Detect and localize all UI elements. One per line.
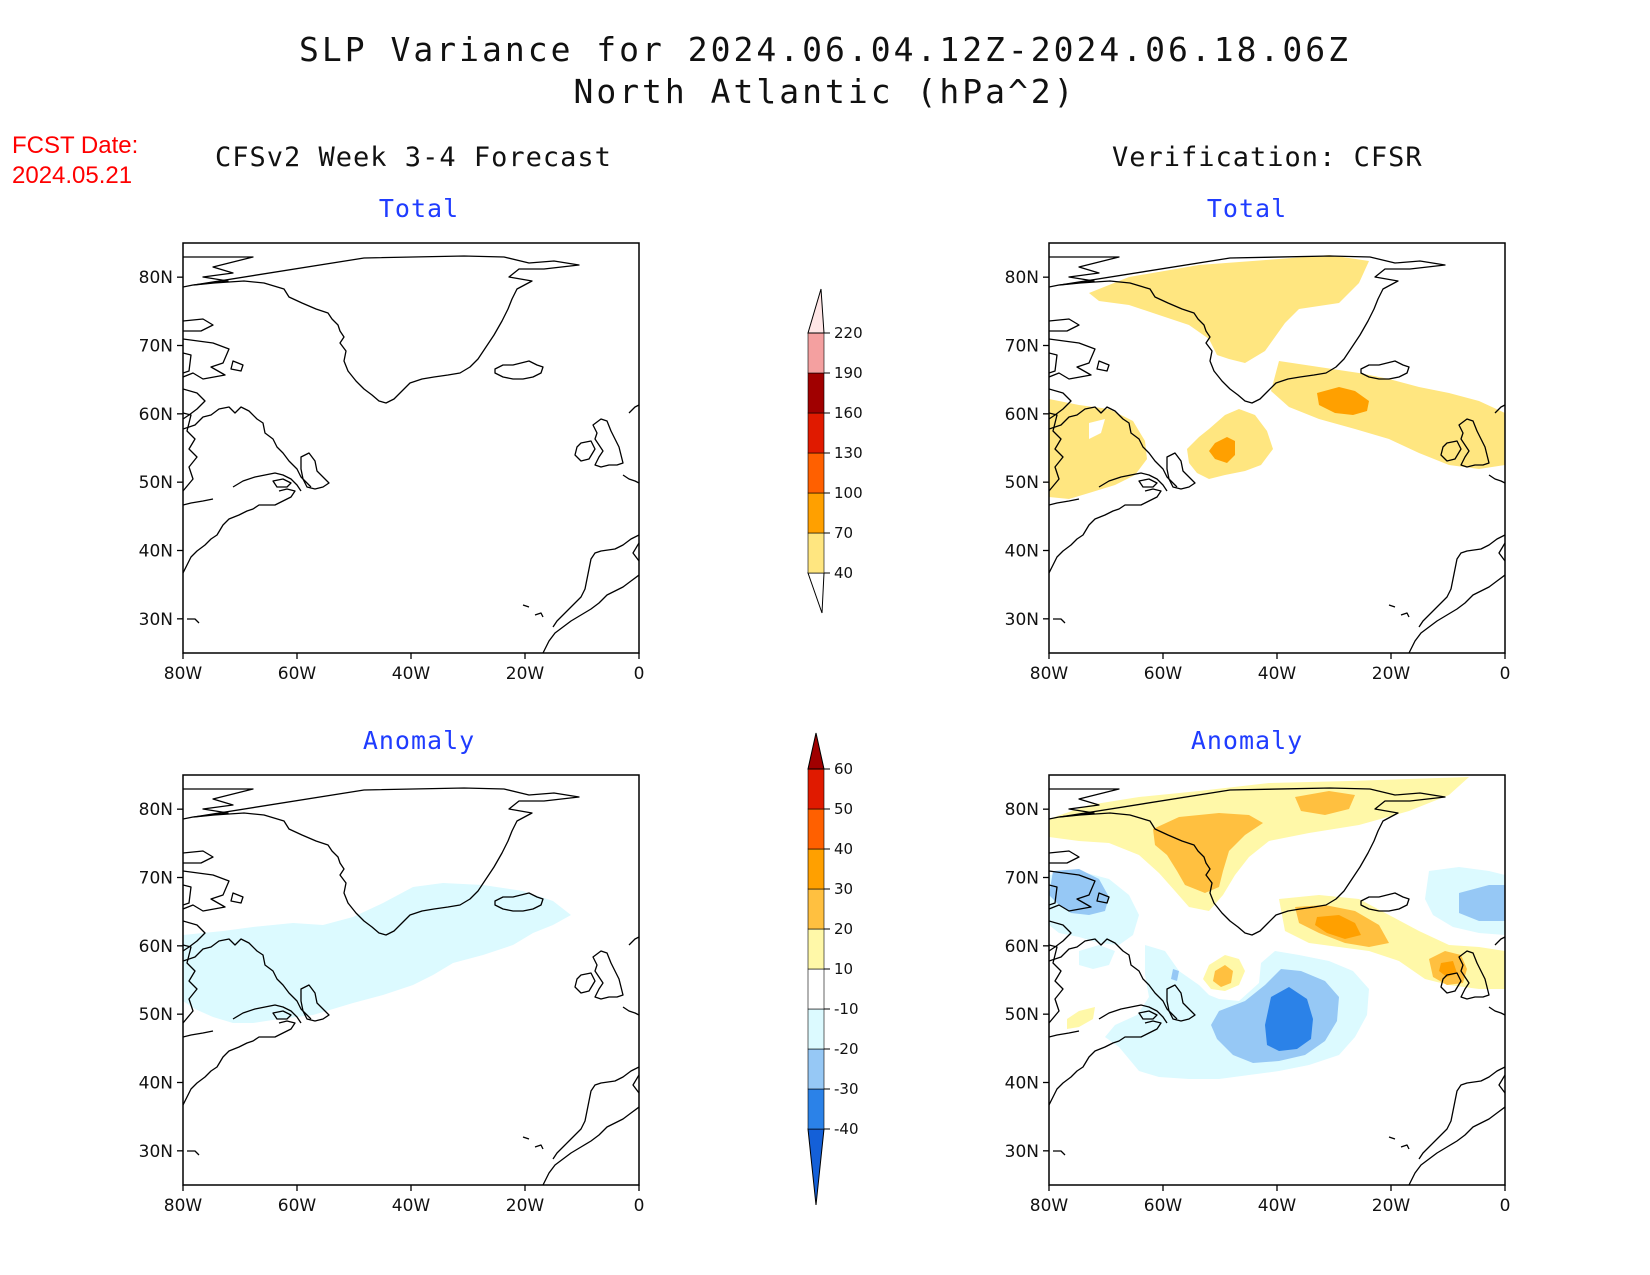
forecast-total-lon-label: 40W: [392, 664, 431, 684]
anomaly-colorbar-label: 10: [834, 960, 853, 978]
total-colorbar-label: 130: [834, 444, 863, 462]
forecast-anomaly-lon-label: 20W: [506, 1196, 545, 1216]
anomaly-colorbar-segment: [807, 1088, 825, 1130]
verification-total-lat-label: 70N: [1005, 337, 1039, 357]
anomaly-colorbar-label: -20: [834, 1040, 859, 1058]
verification-total-lon-label: 40W: [1258, 664, 1297, 684]
forecast-total-lat-label: 30N: [139, 610, 173, 630]
forecast-total-lat-label: 40N: [139, 542, 173, 562]
verification-column-title: Verification: CFSR: [1112, 142, 1423, 173]
anomaly-colorbar-segment: [807, 888, 825, 930]
forecast-total-lat-label: 50N: [139, 473, 173, 493]
forecast-anomaly-lon-label: 60W: [278, 1196, 317, 1216]
verification-anomaly-map: [1048, 774, 1506, 1186]
forecast-total-title: Total: [378, 194, 460, 223]
total-colorbar-segment: [807, 332, 825, 374]
anomaly-colorbar-segment: [807, 768, 825, 810]
forecast-anomaly-lat-label: 60N: [139, 937, 173, 957]
verification-total-title: Total: [1206, 194, 1288, 223]
forecast-anomaly-lat-label: 30N: [139, 1142, 173, 1162]
forecast-anomaly-lat-label: 40N: [139, 1074, 173, 1094]
anomaly-colorbar-segment: [807, 1008, 825, 1050]
anomaly-colorbar-label: 30: [834, 880, 853, 898]
forecast-anomaly-lon-label: 80W: [164, 1196, 203, 1216]
forecast-anomaly-map: [182, 774, 640, 1186]
total-colorbar-upper-extension: [807, 288, 825, 334]
forecast-anomaly-lon-label: 0: [634, 1196, 645, 1216]
anomaly-colorbar-label: 20: [834, 920, 853, 938]
anomaly-colorbar-label: -40: [834, 1120, 859, 1138]
forecast-anomaly-lat-label: 70N: [139, 869, 173, 889]
verification-anomaly-lat-label: 50N: [1005, 1005, 1039, 1025]
total-colorbar-lower-extension: [807, 572, 825, 614]
total-colorbar-label: 40: [834, 564, 853, 582]
total-colorbar-segment: [807, 412, 825, 454]
total-colorbar-label: 220: [834, 324, 863, 342]
anomaly-colorbar-segment: [807, 928, 825, 970]
verification-total-lat-label: 30N: [1005, 610, 1039, 630]
verification-anomaly-lon-label: 60W: [1144, 1196, 1183, 1216]
verification-anomaly-lon-label: 0: [1500, 1196, 1511, 1216]
verification-anomaly-lon-label: 80W: [1030, 1196, 1069, 1216]
anomaly-colorbar-upper-extension: [807, 732, 825, 770]
anomaly-colorbar-label: -10: [834, 1000, 859, 1018]
anomaly-colorbar-segment: [807, 848, 825, 890]
chart-subtitle: North Atlantic (hPa^2): [573, 72, 1077, 111]
forecast-total-lon-label: 80W: [164, 664, 203, 684]
verification-anomaly-lat-label: 30N: [1005, 1142, 1039, 1162]
anomaly-colorbar-label: 60: [834, 760, 853, 778]
verification-anomaly-lon-label: 40W: [1258, 1196, 1297, 1216]
anomaly-colorbar-label: -30: [834, 1080, 859, 1098]
total-colorbar-label: 100: [834, 484, 863, 502]
verification-total-lat-label: 40N: [1005, 542, 1039, 562]
verification-anomaly-lat-label: 60N: [1005, 937, 1039, 957]
anomaly-colorbar-segment: [807, 808, 825, 850]
anomaly-colorbar-segment: [807, 1048, 825, 1090]
verification-anomaly-lon-label: 20W: [1372, 1196, 1411, 1216]
total-colorbar-segment: [807, 492, 825, 534]
verification-total-lat-label: 50N: [1005, 473, 1039, 493]
fcst-date-label: FCST Date:: [12, 132, 139, 159]
total-colorbar-segment: [807, 452, 825, 494]
forecast-total-lat-label: 60N: [139, 405, 173, 425]
verification-anomaly-title: Anomaly: [1190, 726, 1304, 755]
forecast-total-lon-label: 20W: [506, 664, 545, 684]
verification-total-lon-label: 80W: [1030, 664, 1069, 684]
fcst-date-value: 2024.05.21: [12, 162, 133, 189]
verification-anomaly-lat-label: 70N: [1005, 869, 1039, 889]
verification-total-lat-label: 60N: [1005, 405, 1039, 425]
forecast-column-title: CFSv2 Week 3-4 Forecast: [215, 142, 612, 173]
total-colorbar-segment: [807, 372, 825, 414]
anomaly-colorbar-segment: [807, 968, 825, 1010]
anomaly-colorbar-label: 40: [834, 840, 853, 858]
total-colorbar-label: 70: [834, 524, 853, 542]
total-colorbar-segment: [807, 532, 825, 574]
chart-title: SLP Variance for 2024.06.04.12Z-2024.06.…: [299, 30, 1351, 69]
verification-anomaly-lat-label: 80N: [1005, 800, 1039, 820]
forecast-anomaly-lon-label: 40W: [392, 1196, 431, 1216]
forecast-total-lon-label: 0: [634, 664, 645, 684]
verification-total-lon-label: 0: [1500, 664, 1511, 684]
verification-anomaly-lat-label: 40N: [1005, 1074, 1039, 1094]
forecast-total-map: [182, 242, 640, 654]
forecast-anomaly-lat-label: 50N: [139, 1005, 173, 1025]
total-colorbar-label: 190: [834, 364, 863, 382]
verification-total-lat-label: 80N: [1005, 268, 1039, 288]
verification-total-lon-label: 20W: [1372, 664, 1411, 684]
verification-total-map: [1048, 242, 1506, 654]
forecast-total-lat-label: 70N: [139, 337, 173, 357]
total-colorbar-label: 160: [834, 404, 863, 422]
forecast-anomaly-lat-label: 80N: [139, 800, 173, 820]
forecast-total-lat-label: 80N: [139, 268, 173, 288]
verification-total-lon-label: 60W: [1144, 664, 1183, 684]
forecast-total-lon-label: 60W: [278, 664, 317, 684]
anomaly-colorbar-label: 50: [834, 800, 853, 818]
forecast-anomaly-title: Anomaly: [362, 726, 476, 755]
anomaly-colorbar-lower-extension: [807, 1128, 825, 1206]
